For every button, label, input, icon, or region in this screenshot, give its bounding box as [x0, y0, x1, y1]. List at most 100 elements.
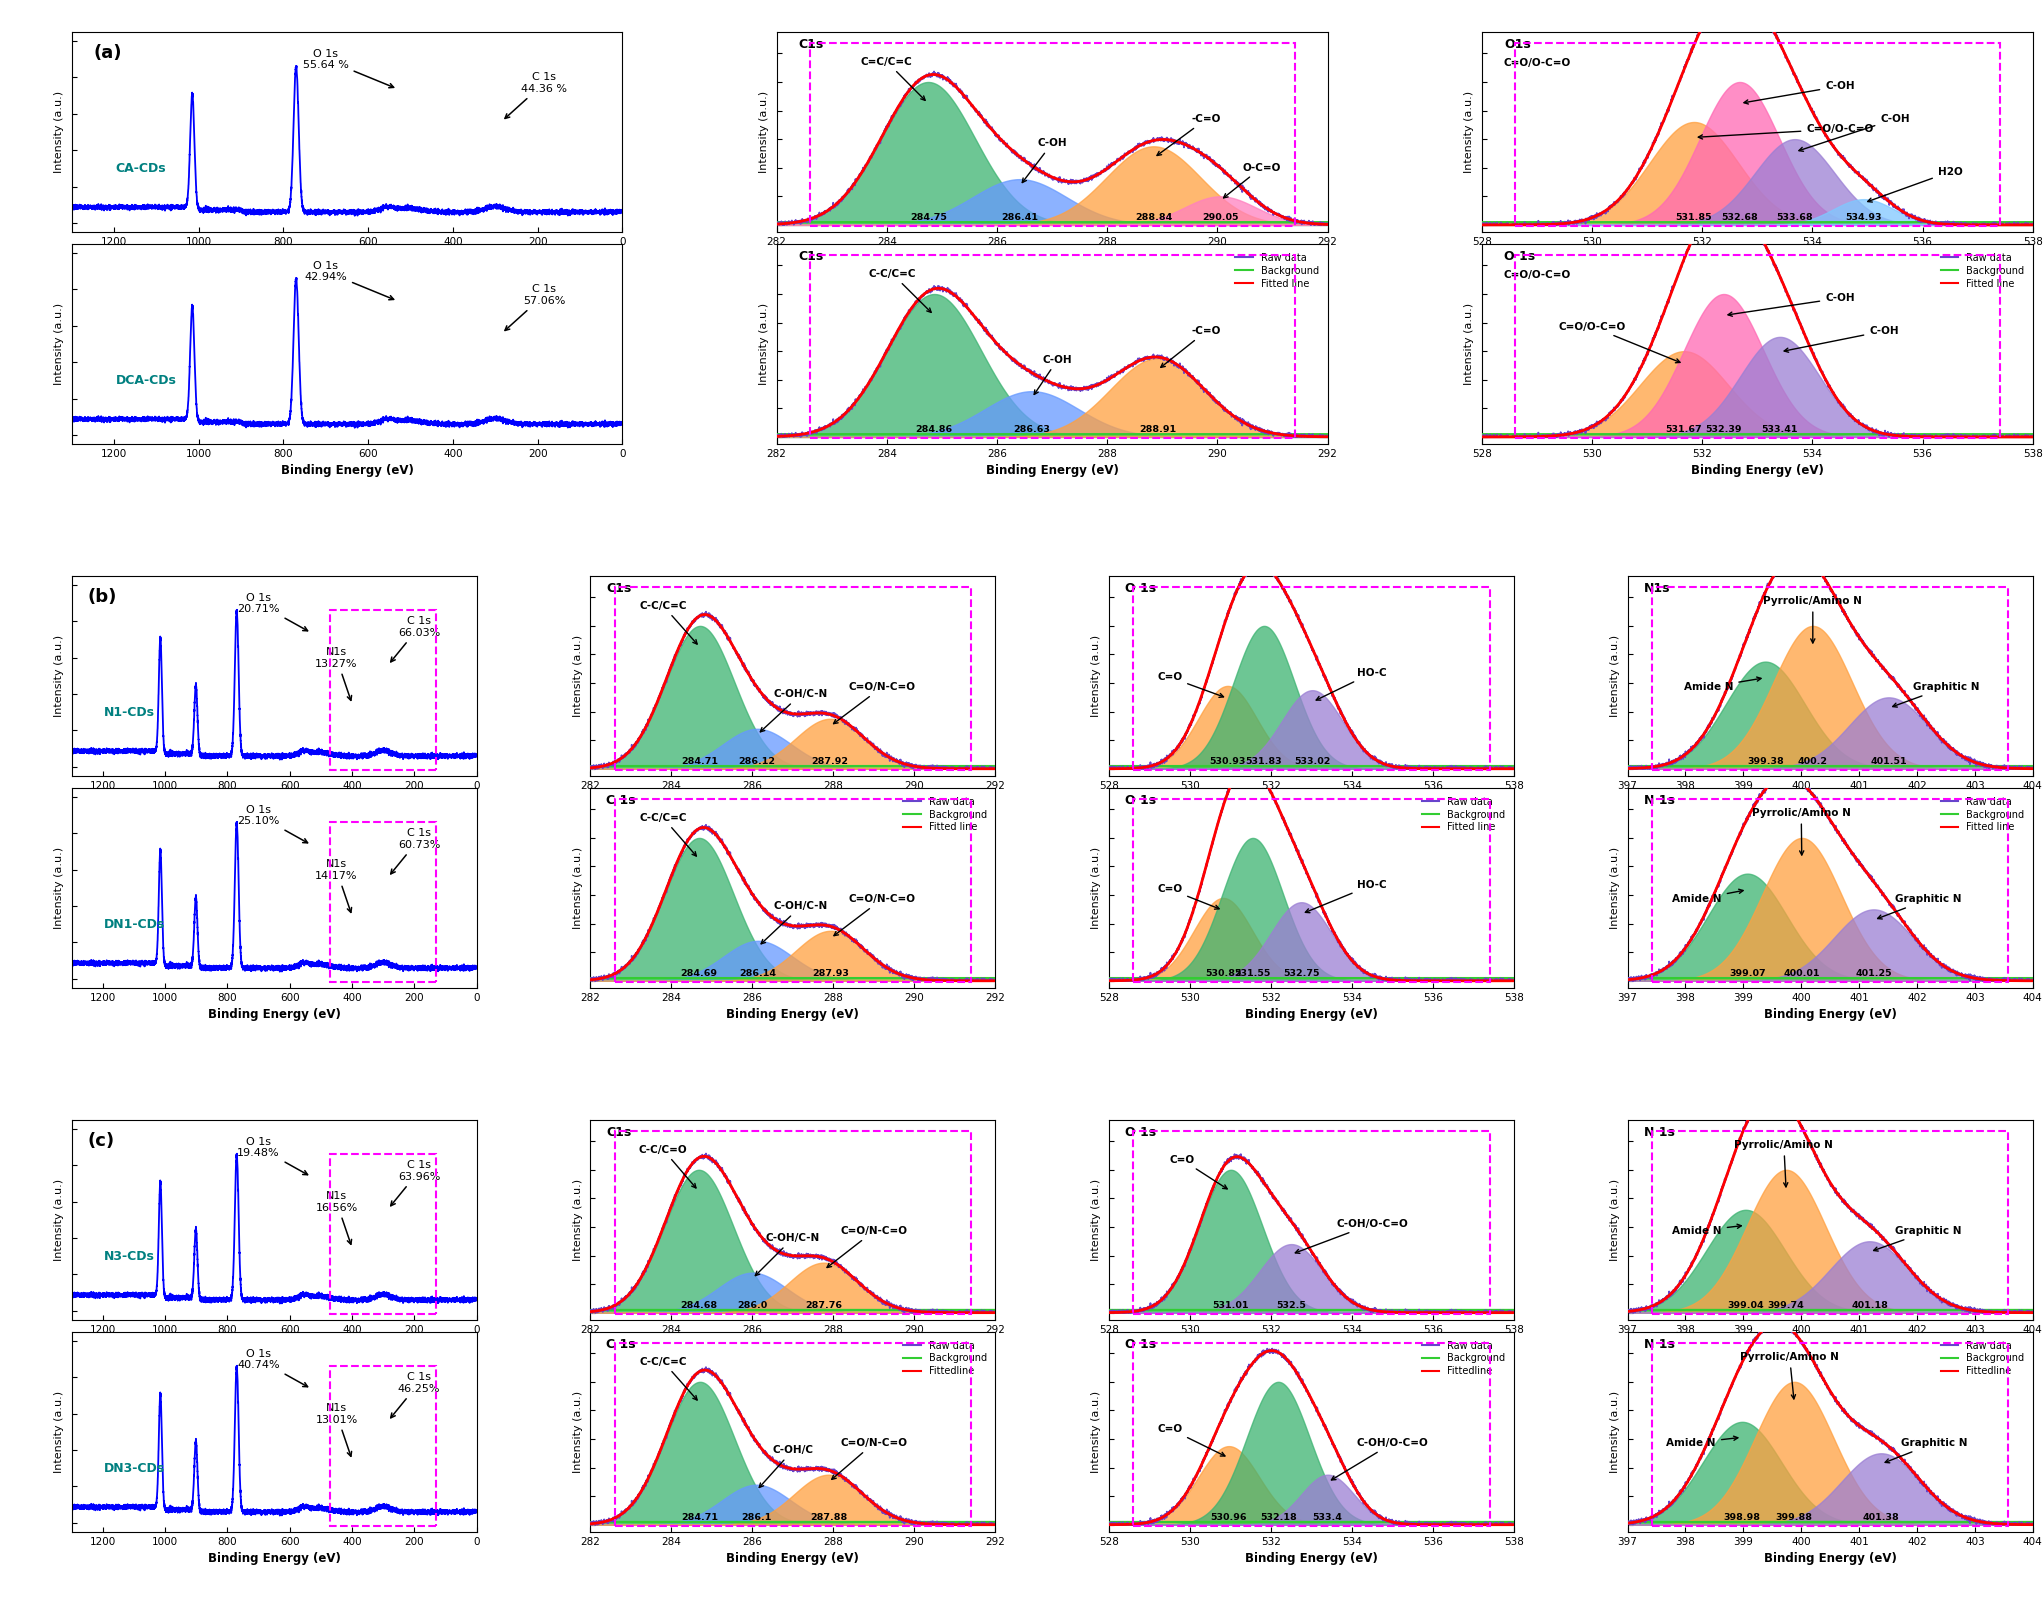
Y-axis label: Intensity (a.u.): Intensity (a.u.) — [53, 635, 63, 716]
Text: 401.51: 401.51 — [1869, 756, 1906, 766]
Text: DN3-CDs: DN3-CDs — [104, 1461, 165, 1474]
X-axis label: Binding Energy (eV): Binding Energy (eV) — [727, 1553, 860, 1565]
Text: Graphitic N: Graphitic N — [1886, 1438, 1967, 1463]
Text: HO-C: HO-C — [1316, 668, 1387, 700]
Text: 284.75: 284.75 — [909, 213, 946, 222]
Text: O 1s
19.48%: O 1s 19.48% — [237, 1137, 308, 1175]
Legend: Raw data, Background, Fittedline: Raw data, Background, Fittedline — [1937, 1337, 2029, 1380]
Text: C=O/O-C=O: C=O/O-C=O — [1698, 125, 1873, 139]
Text: 286.0: 286.0 — [738, 1302, 768, 1310]
Bar — [615, 1343, 970, 1525]
Bar — [1516, 43, 2000, 227]
Text: Pyrrolic/Amino N: Pyrrolic/Amino N — [1763, 596, 1863, 643]
X-axis label: Binding Energy (eV): Binding Energy (eV) — [280, 464, 413, 478]
Legend: Raw data, Background, Fitted line: Raw data, Background, Fitted line — [899, 793, 991, 836]
Text: Amide N: Amide N — [1673, 1225, 1741, 1236]
Bar — [615, 1130, 970, 1314]
Text: C-OH: C-OH — [1022, 138, 1066, 182]
Text: 399.07: 399.07 — [1728, 969, 1765, 979]
Text: O 1s
40.74%: O 1s 40.74% — [237, 1348, 308, 1386]
Text: C-OH: C-OH — [1034, 355, 1073, 395]
Text: C 1s
46.25%: C 1s 46.25% — [390, 1372, 441, 1418]
Bar — [615, 587, 970, 771]
Text: C=O/O-C=O: C=O/O-C=O — [1504, 58, 1571, 69]
Legend: Raw data, Background, Fitted line: Raw data, Background, Fitted line — [1937, 249, 2029, 293]
Y-axis label: Intensity (a.u.): Intensity (a.u.) — [1610, 635, 1620, 716]
Text: C-OH: C-OH — [1784, 326, 1898, 352]
Text: C=O/N-C=O: C=O/N-C=O — [832, 1438, 907, 1479]
Text: CA-CDs: CA-CDs — [116, 161, 165, 174]
Text: C 1s: C 1s — [607, 1338, 635, 1351]
Text: O1s: O1s — [1504, 38, 1530, 51]
Text: O 1s: O 1s — [1126, 1338, 1156, 1351]
Text: 532.75: 532.75 — [1283, 969, 1320, 979]
Text: 286.14: 286.14 — [740, 969, 776, 979]
Text: 534.93: 534.93 — [1845, 213, 1882, 222]
Y-axis label: Intensity (a.u.): Intensity (a.u.) — [53, 847, 63, 929]
Legend: Raw data, Background, Fitted line: Raw data, Background, Fitted line — [1418, 793, 1510, 836]
Legend: Raw data, Background, Fittedline: Raw data, Background, Fittedline — [1418, 1337, 1510, 1380]
Text: Graphitic N: Graphitic N — [1873, 1226, 1961, 1250]
Text: -C=O: -C=O — [1156, 114, 1222, 155]
Text: N3-CDs: N3-CDs — [104, 1250, 155, 1263]
Text: Graphitic N: Graphitic N — [1892, 683, 1980, 707]
Text: 399.04: 399.04 — [1726, 1302, 1763, 1310]
Text: O 1s
42.94%: O 1s 42.94% — [304, 261, 394, 299]
Text: 399.38: 399.38 — [1747, 756, 1784, 766]
Y-axis label: Intensity (a.u.): Intensity (a.u.) — [53, 91, 63, 173]
Y-axis label: Intensity (a.u.): Intensity (a.u.) — [760, 302, 768, 385]
Text: 533.4: 533.4 — [1314, 1513, 1342, 1522]
Text: 401.25: 401.25 — [1855, 969, 1892, 979]
Bar — [1134, 1343, 1489, 1525]
Text: O 1s
55.64 %: O 1s 55.64 % — [302, 48, 394, 88]
Text: N1s: N1s — [1645, 582, 1671, 595]
Text: 532.39: 532.39 — [1706, 425, 1743, 433]
Text: 284.86: 284.86 — [915, 425, 952, 433]
Text: DN1-CDs: DN1-CDs — [104, 918, 165, 931]
Text: 531.85: 531.85 — [1675, 213, 1712, 222]
Text: C-OH/O-C=O: C-OH/O-C=O — [1295, 1218, 1408, 1254]
Text: (a): (a) — [94, 45, 123, 62]
Text: N 1s: N 1s — [1645, 1126, 1675, 1138]
Text: 287.92: 287.92 — [811, 756, 848, 766]
Text: 532.18: 532.18 — [1261, 1513, 1297, 1522]
Text: Amide N: Amide N — [1673, 889, 1743, 903]
Text: C-OH/C-N: C-OH/C-N — [760, 689, 827, 732]
Text: H2O: H2O — [1867, 166, 1963, 201]
Text: C 1s: C 1s — [607, 795, 635, 807]
Y-axis label: Intensity (a.u.): Intensity (a.u.) — [572, 635, 582, 716]
Y-axis label: Intensity (a.u.): Intensity (a.u.) — [53, 1178, 63, 1262]
Bar — [331, 822, 437, 982]
Text: 532.5: 532.5 — [1277, 1302, 1305, 1310]
X-axis label: Binding Energy (eV): Binding Energy (eV) — [1244, 1553, 1377, 1565]
Y-axis label: Intensity (a.u.): Intensity (a.u.) — [1091, 1391, 1101, 1473]
Text: 286.12: 286.12 — [740, 756, 776, 766]
Text: C1s: C1s — [607, 1126, 631, 1138]
Text: C-OH: C-OH — [1728, 293, 1855, 317]
Text: C=O: C=O — [1156, 884, 1220, 910]
Bar — [1653, 800, 2008, 982]
Legend: Raw data, Background, Fittedline: Raw data, Background, Fittedline — [899, 1337, 991, 1380]
Legend: Raw data, Background, Fitted line: Raw data, Background, Fitted line — [1937, 793, 2029, 836]
Text: N1s
16.56%: N1s 16.56% — [315, 1191, 358, 1244]
Text: 399.74: 399.74 — [1767, 1302, 1804, 1310]
Text: 531.55: 531.55 — [1234, 969, 1271, 979]
Text: HO-C: HO-C — [1305, 879, 1387, 913]
X-axis label: Binding Energy (eV): Binding Energy (eV) — [1763, 1009, 1896, 1022]
Text: 530.93: 530.93 — [1209, 756, 1246, 766]
Y-axis label: Intensity (a.u.): Intensity (a.u.) — [1610, 1391, 1620, 1473]
Text: C-OH/O-C=O: C-OH/O-C=O — [1332, 1438, 1428, 1481]
Text: C-OH: C-OH — [1800, 114, 1910, 152]
Text: 287.76: 287.76 — [805, 1302, 842, 1310]
Bar — [1516, 256, 2000, 438]
Text: C-OH/C-N: C-OH/C-N — [756, 1233, 819, 1276]
Text: 284.68: 284.68 — [680, 1302, 717, 1310]
Text: C-C/C=O: C-C/C=O — [639, 1145, 697, 1188]
Text: 287.88: 287.88 — [809, 1513, 848, 1522]
X-axis label: Binding Energy (eV): Binding Energy (eV) — [727, 1009, 860, 1022]
Text: 284.71: 284.71 — [682, 1513, 719, 1522]
Y-axis label: Intensity (a.u.): Intensity (a.u.) — [572, 847, 582, 929]
Bar — [1134, 587, 1489, 771]
Text: (c): (c) — [88, 1132, 114, 1150]
Bar — [615, 800, 970, 982]
